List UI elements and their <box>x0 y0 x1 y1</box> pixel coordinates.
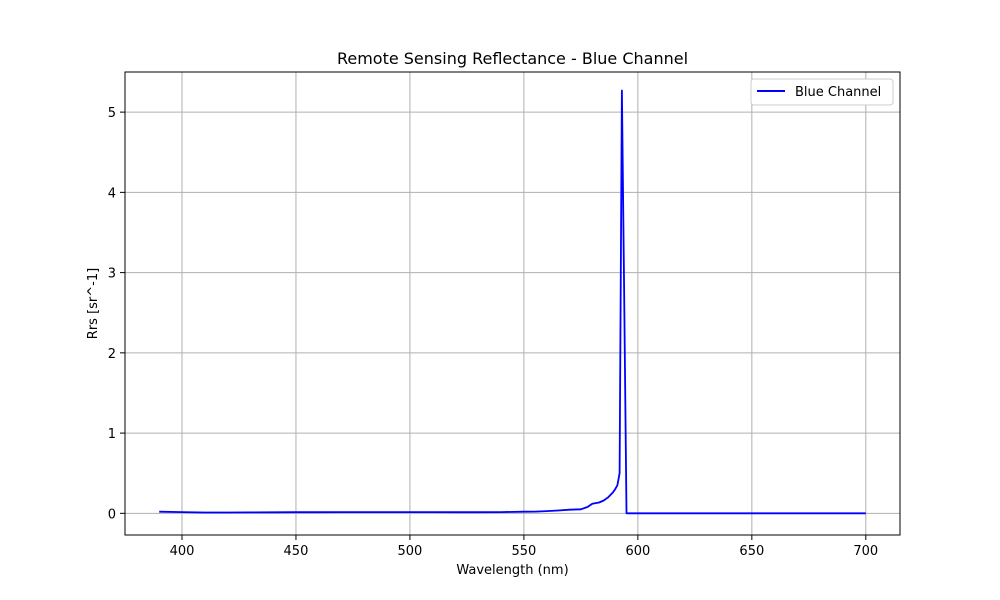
axes-frame <box>124 71 901 536</box>
x-axis-label: Wavelength (nm) <box>456 563 568 578</box>
chart-title: Remote Sensing Reflectance - Blue Channe… <box>337 49 688 68</box>
x-tick-label: 500 <box>398 544 423 559</box>
axis-ticks: 400 450 500 550 600 650 700 0 1 2 3 4 5 <box>108 106 879 559</box>
x-tick-label: 600 <box>625 544 650 559</box>
y-tick-label: 2 <box>108 347 116 362</box>
legend-box <box>750 78 894 106</box>
legend: Blue Channel <box>750 78 894 106</box>
y-axis-label: Rrs [sr^-1] <box>86 268 101 339</box>
x-tick-label: 550 <box>511 544 536 559</box>
x-tick-label: 700 <box>853 544 878 559</box>
plot-area <box>159 89 866 515</box>
y-tick-label: 1 <box>108 427 116 442</box>
x-tick-label: 650 <box>739 544 764 559</box>
y-tick-label: 3 <box>108 267 116 282</box>
x-tick-label: 450 <box>284 544 309 559</box>
y-tick-label: 0 <box>108 507 116 522</box>
grid <box>125 72 900 535</box>
x-tick-label: 400 <box>170 544 195 559</box>
y-tick-label: 5 <box>108 106 116 121</box>
legend-label: Blue Channel <box>795 85 881 100</box>
series-line <box>159 89 866 515</box>
y-tick-label: 4 <box>108 186 116 201</box>
